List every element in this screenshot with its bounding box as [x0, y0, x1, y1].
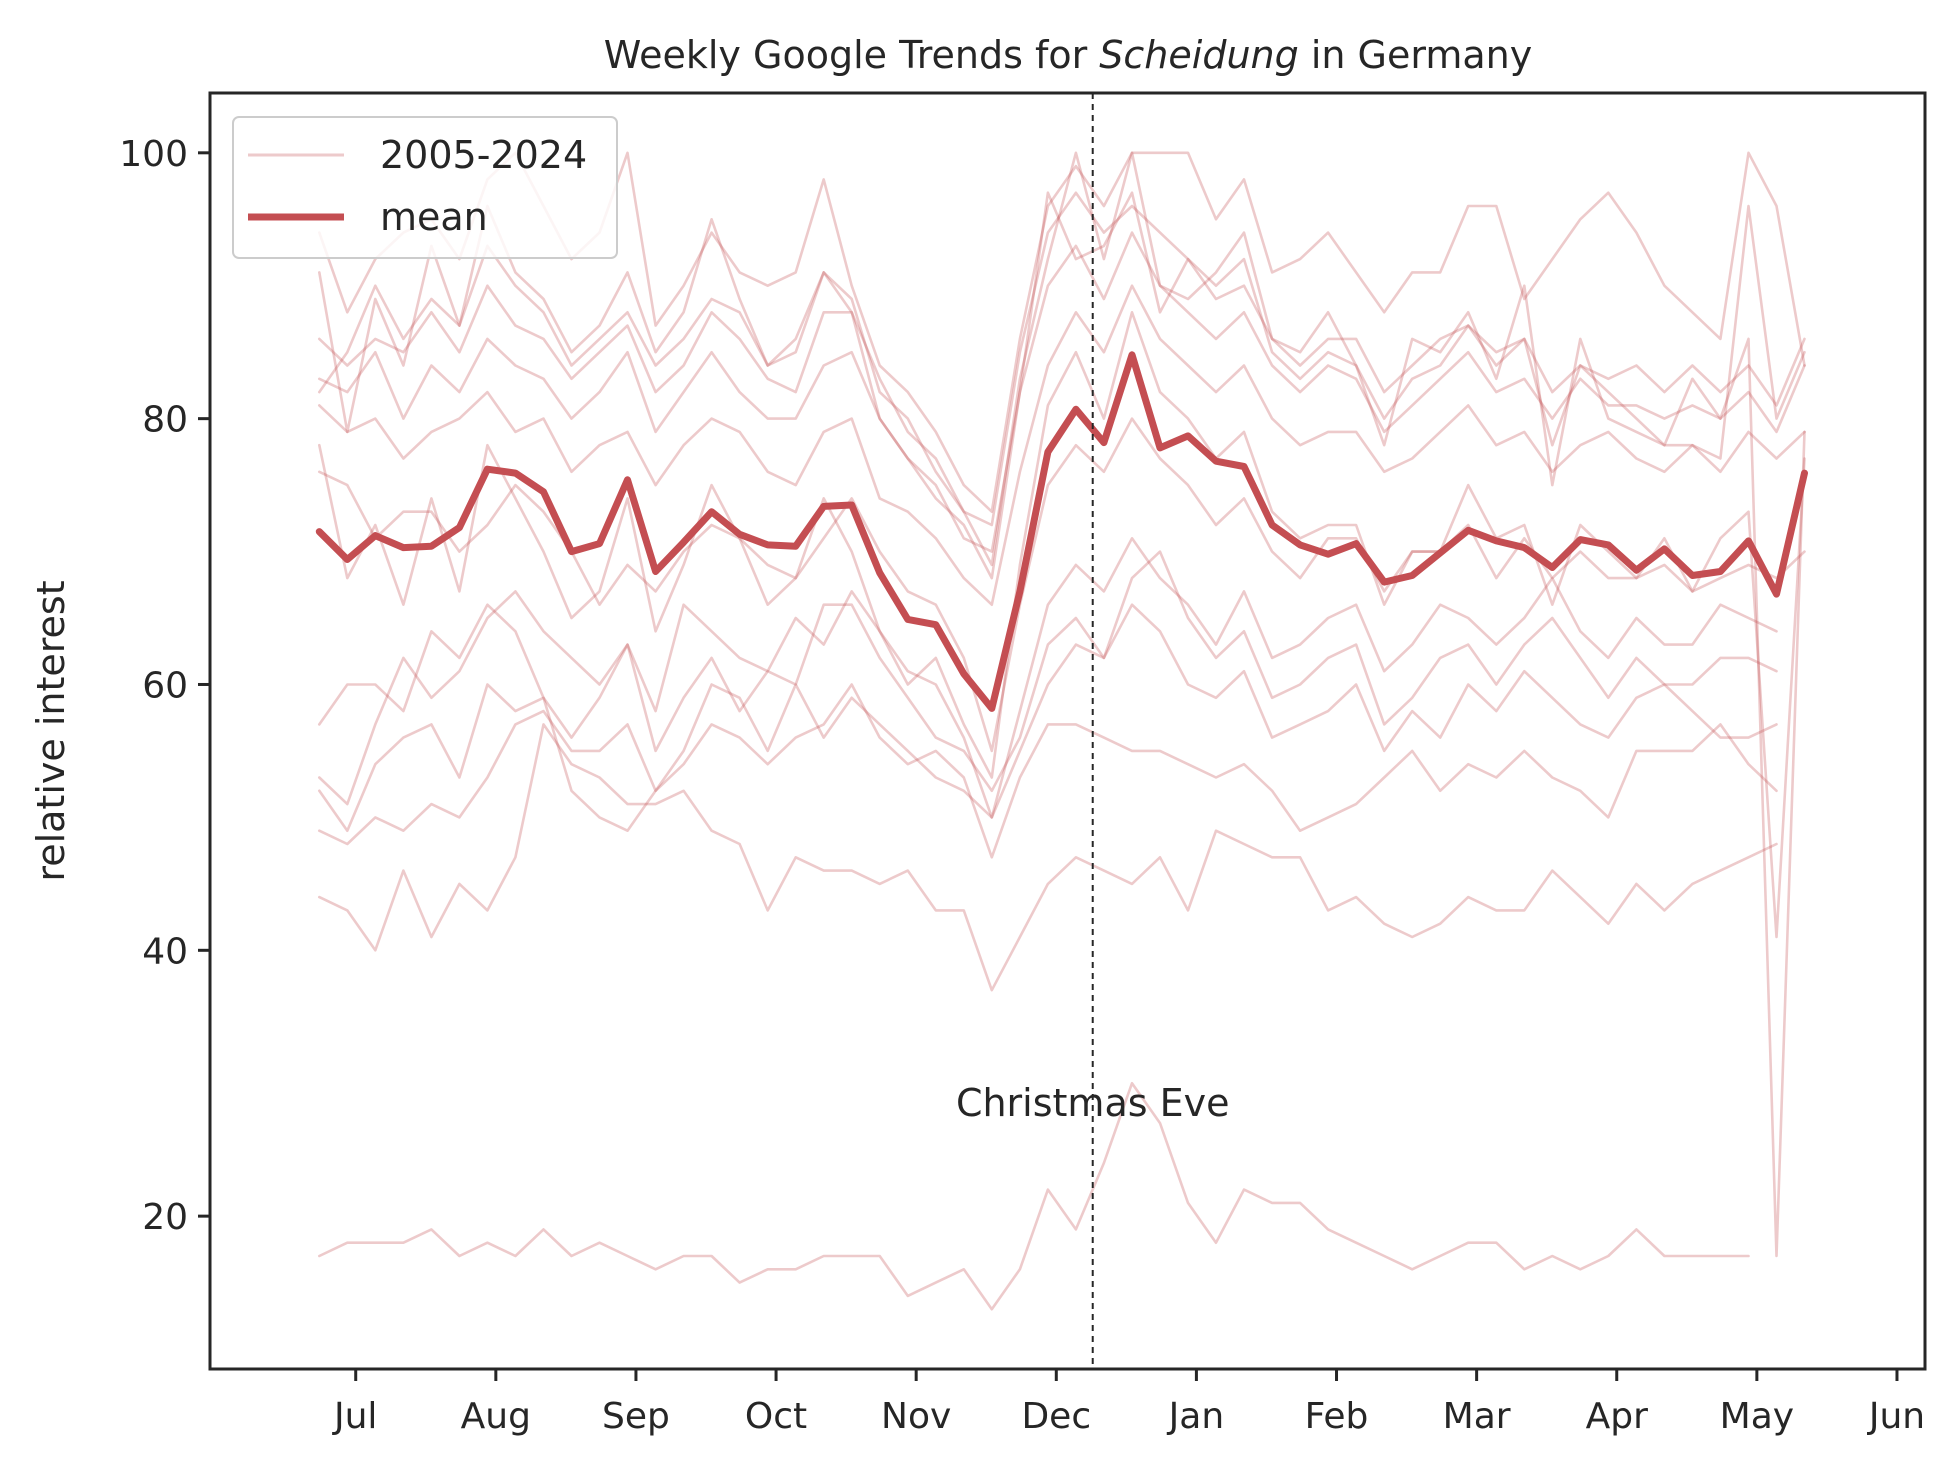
series-line-year: [317, 603, 1778, 833]
chart-title: Weekly Google Trends for Scheidung in Ge…: [604, 33, 1532, 77]
y-tick-label: 20: [142, 1197, 188, 1238]
series-line-year: [317, 231, 1806, 553]
series-line-mean: [315, 351, 1808, 712]
series-line-year: [317, 284, 1806, 607]
christmas-eve-annotation: Christmas Eve: [956, 1081, 1230, 1125]
x-tick-label: Sep: [602, 1396, 670, 1437]
x-tick-label: Mar: [1443, 1396, 1511, 1437]
chart-title-suffix: in Germany: [1299, 33, 1532, 77]
y-tick-label: 100: [119, 134, 188, 175]
series-line-year: [317, 310, 1806, 939]
x-tick-label: Oct: [745, 1396, 807, 1437]
series-line-year: [317, 536, 1778, 819]
x-tick-label: Apr: [1586, 1396, 1648, 1437]
x-tick-label: Dec: [1021, 1396, 1091, 1437]
x-tick-label: May: [1720, 1396, 1794, 1437]
series-line-year: [317, 550, 1778, 793]
x-tick-label: Nov: [881, 1396, 951, 1437]
series-line-year: [317, 151, 1806, 567]
x-tick-label: Aug: [461, 1396, 531, 1437]
x-tick-label: Jun: [1867, 1396, 1925, 1437]
chart-title-prefix: Weekly Google Trends for: [604, 33, 1100, 77]
chart-title-italic: Scheidung: [1099, 33, 1298, 77]
y-tick-label: 40: [142, 931, 188, 972]
series-line-year: [317, 1081, 1750, 1311]
x-tick-label: Jan: [1167, 1396, 1225, 1437]
series-line-year: [317, 191, 1806, 1258]
x-tick-label: Feb: [1305, 1396, 1369, 1437]
x-tick-label: Jul: [332, 1396, 377, 1437]
plot-lines: [315, 151, 1808, 1311]
series-line-year: [317, 683, 1778, 859]
legend-box: [232, 116, 618, 259]
legend-label-mean: mean: [380, 195, 488, 239]
series-line-year: [317, 191, 1806, 527]
legend-label-years: 2005-2024: [380, 133, 587, 177]
legend: 2005-2024 mean: [232, 116, 618, 259]
y-tick-label: 80: [142, 400, 188, 441]
plot-frame: [208, 91, 1927, 1371]
axes: 20 40 60 80 100 Jul Aug Sep Oct Nov Dec Jan Feb Mar Ap…: [119, 134, 1925, 1437]
series-line-year: [317, 723, 1778, 992]
y-tick-label: 60: [142, 665, 188, 706]
y-axis-label: relative interest: [29, 580, 73, 881]
